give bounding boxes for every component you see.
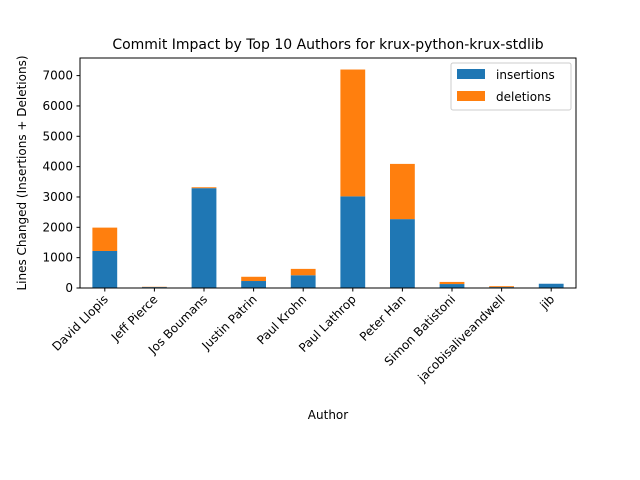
legend-label-insertions: insertions: [496, 68, 555, 82]
bars-layer: [92, 69, 564, 288]
y-tick-label: 0: [65, 281, 73, 295]
y-tick-label: 7000: [42, 69, 73, 83]
bar-insertions-0: [92, 250, 118, 288]
bar-deletions-3: [241, 276, 266, 282]
legend-label-deletions: deletions: [496, 90, 551, 104]
y-axis-title: Lines Changed (Insertions + Deletions): [15, 55, 29, 290]
bar-insertions-5: [340, 196, 366, 288]
bar-insertions-4: [290, 275, 316, 288]
bar-insertions-7: [439, 284, 465, 288]
y-tick-label: 2000: [42, 220, 73, 234]
bar-deletions-4: [290, 268, 316, 276]
x-axis-title: Author: [308, 408, 348, 422]
bar-deletions-6: [390, 163, 415, 220]
y-tick-label: 6000: [42, 99, 73, 113]
y-tick-label: 5000: [42, 129, 73, 143]
legend-swatch-deletions: [457, 91, 485, 101]
y-tick-label: 4000: [42, 160, 73, 174]
bar-insertions-6: [390, 219, 415, 288]
bar-insertions-2: [191, 188, 217, 288]
legend: insertions deletions: [450, 62, 572, 111]
bar-insertions-9: [538, 283, 564, 288]
y-axis: 0 1000 2000 3000 4000 5000 6000 7000: [42, 69, 80, 295]
chart-title: Commit Impact by Top 10 Authors for krux…: [112, 37, 543, 53]
bar-deletions-8: [489, 286, 514, 288]
bar-deletions-0: [92, 227, 118, 251]
legend-swatch-insertions: [457, 69, 485, 79]
bar-deletions-2: [191, 187, 217, 189]
y-tick-label: 1000: [42, 251, 73, 265]
plot-frame: [79, 57, 577, 289]
bar-insertions-3: [241, 281, 266, 288]
y-tick-label: 3000: [42, 190, 73, 204]
bar-deletions-5: [340, 69, 366, 197]
bar-deletions-7: [439, 281, 465, 285]
